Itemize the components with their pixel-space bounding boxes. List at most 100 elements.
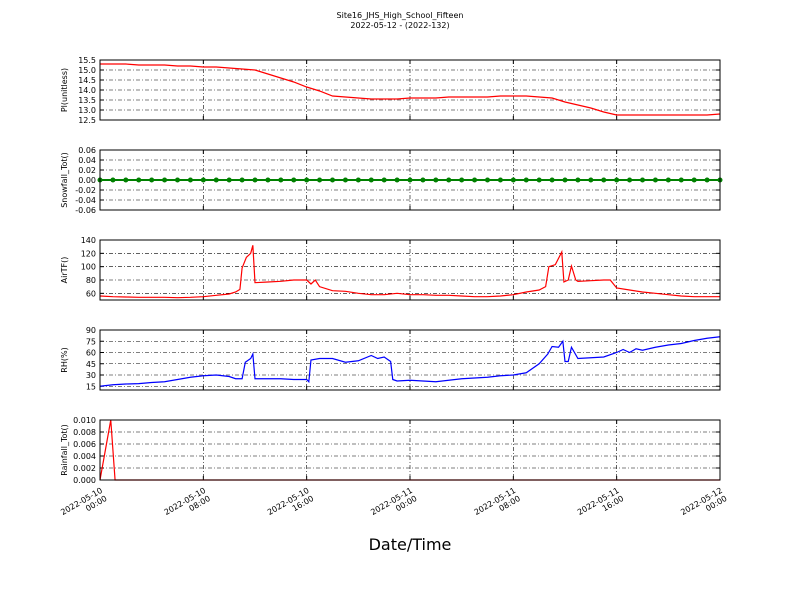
y-tick-label: 15 (86, 382, 96, 391)
data-point (355, 177, 361, 183)
data-point (162, 177, 168, 183)
y-axis-title: AirTF() (60, 257, 69, 284)
chart-subtitle: 2022-05-12 - (2022-132) (350, 21, 449, 30)
y-tick-label: 45 (86, 360, 96, 369)
data-point (472, 177, 478, 183)
data-point (381, 177, 387, 183)
x-tick-label: 2022-05-1008:00 (163, 486, 212, 525)
x-tick-label: 2022-05-1016:00 (266, 486, 315, 525)
y-tick-label: 100 (81, 263, 96, 272)
data-point (549, 177, 555, 183)
data-line (99, 245, 720, 299)
x-tick-label: 2022-05-1100:00 (369, 486, 418, 525)
y-tick-label: 0.00 (78, 176, 96, 185)
y-tick-label: 30 (86, 371, 96, 380)
data-point (187, 177, 193, 183)
data-point (330, 177, 335, 183)
data-point (459, 177, 465, 183)
x-tick-label: 2022-05-1000:00 (59, 486, 108, 525)
y-tick-label: -0.06 (75, 206, 96, 215)
y-axis-title: Pl(unitless) (60, 68, 69, 112)
data-point (420, 177, 426, 183)
y-tick-label: 0.06 (78, 146, 96, 155)
x-tick-label: 2022-05-1116:00 (576, 486, 625, 525)
y-tick-label: 75 (86, 337, 96, 346)
data-point (407, 177, 413, 183)
data-point (394, 177, 400, 183)
y-tick-label: 80 (86, 276, 96, 285)
y-tick-label: 0.010 (73, 416, 96, 425)
data-point (523, 177, 529, 183)
data-point (265, 177, 271, 183)
data-point (149, 177, 155, 183)
data-point (123, 177, 129, 183)
y-tick-label: 15.0 (78, 66, 96, 75)
y-axis-title: Snowfall_Tot() (60, 152, 69, 208)
y-tick-label: 0.04 (78, 156, 96, 165)
y-tick-label: 60 (86, 349, 96, 358)
data-point (497, 177, 503, 183)
data-point (278, 177, 284, 183)
y-tick-label: 0.008 (73, 428, 96, 437)
y-tick-label: -0.04 (75, 196, 96, 205)
data-point (614, 177, 620, 183)
data-point (368, 177, 374, 183)
data-point (704, 177, 710, 183)
data-point (433, 177, 439, 183)
y-tick-label: 0.004 (73, 452, 96, 461)
data-point (291, 177, 297, 183)
data-line (100, 63, 721, 116)
data-point (601, 177, 607, 183)
data-point (510, 177, 516, 183)
plot-frame (99, 59, 721, 121)
data-point (304, 177, 310, 183)
y-tick-label: 60 (86, 289, 96, 298)
data-point (536, 177, 542, 183)
data-line (99, 336, 721, 387)
x-tick-label: 2022-05-1108:00 (473, 486, 522, 525)
data-point (588, 177, 594, 183)
y-tick-label: 0.000 (73, 476, 96, 485)
y-tick-label: 140 (81, 236, 96, 245)
data-point (678, 177, 684, 183)
y-tick-label: 0.006 (73, 440, 96, 449)
y-tick-label: 90 (86, 326, 96, 335)
y-tick-label: 120 (81, 249, 96, 258)
data-point (317, 177, 323, 183)
y-axis-title: RH(%) (60, 347, 69, 372)
data-point (239, 177, 245, 183)
data-point (446, 177, 452, 183)
plot-frame (99, 239, 721, 301)
plot-frame (99, 149, 721, 211)
x-axis-title: Date/Time (369, 535, 452, 554)
data-point (213, 177, 219, 183)
data-point (136, 177, 142, 183)
y-tick-label: 0.002 (73, 464, 96, 473)
data-point (342, 177, 348, 183)
data-point (640, 177, 645, 183)
data-point (110, 177, 116, 183)
y-tick-label: -0.02 (75, 186, 96, 195)
plot-frame (99, 419, 721, 481)
y-tick-label: 12.5 (78, 116, 96, 125)
data-point (252, 177, 258, 183)
data-point (652, 177, 658, 183)
y-tick-label: 15.5 (78, 56, 96, 65)
data-point (562, 177, 568, 183)
y-tick-label: 0.02 (78, 166, 96, 175)
y-tick-label: 13.0 (78, 106, 96, 115)
data-point (175, 177, 180, 183)
data-point (627, 177, 633, 183)
y-tick-label: 14.0 (78, 86, 96, 95)
y-tick-label: 13.5 (78, 96, 96, 105)
data-point (485, 177, 490, 183)
data-point (226, 177, 232, 183)
data-point (665, 177, 671, 183)
plot-frame (99, 329, 721, 391)
data-point (200, 177, 206, 183)
x-tick-label: 2022-05-1200:00 (679, 486, 728, 525)
data-point (691, 177, 697, 183)
chart-title: Site16_JHS_High_School_Fifteen (337, 11, 464, 20)
data-point (575, 177, 581, 183)
